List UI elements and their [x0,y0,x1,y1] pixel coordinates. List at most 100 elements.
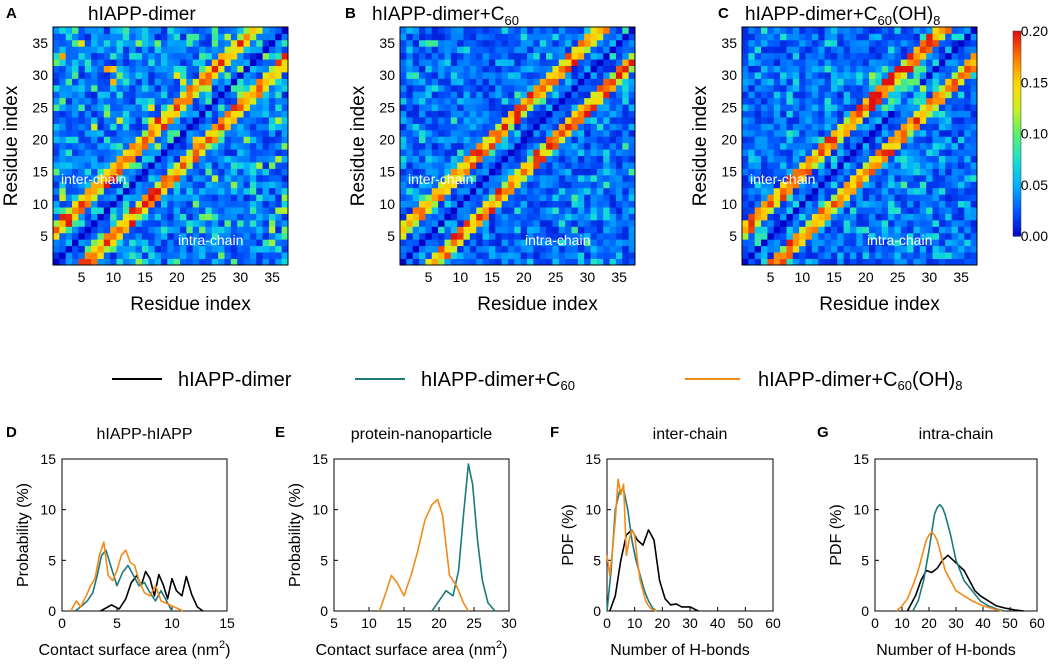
heatmap-cell [520,91,528,99]
heatmap-cell [894,168,902,176]
heatmap-cell [881,110,889,118]
heatmap-cell [945,232,952,240]
heatmap-cell [488,59,496,66]
heatmap-cell [110,142,117,150]
heatmap-cell [160,129,168,137]
heatmap-cell [811,27,819,34]
heatmap-cell [603,200,610,208]
heatmap-cell [450,258,458,266]
heatmap-cell [628,110,636,118]
heatmap-cell [546,78,553,86]
heatmap-cell [135,39,143,47]
heatmap-cell [425,200,433,208]
heatmap-cell [786,91,794,99]
heatmap-cell [748,200,756,208]
heatmap-cell [945,258,952,266]
heatmap-cell [425,129,433,137]
y-tick-label: 25 [721,99,737,115]
heatmap-cell [482,104,490,112]
heatmap-cell [862,123,870,131]
heatmap-cell [970,104,978,112]
heatmap-cell [558,149,566,157]
heatmap-cell [773,123,781,131]
heatmap-cell [457,232,464,240]
heatmap-cell [412,91,420,99]
heatmap-cell [622,52,630,60]
heatmap-cell [72,213,79,221]
heatmap-cell [913,72,921,79]
heatmap-cell [262,200,270,208]
heatmap-cell [830,162,838,169]
heatmap-cell [856,104,864,112]
heatmap-cell [951,27,959,34]
heatmap-cell [406,213,414,221]
heatmap-cell [761,110,768,118]
heatmap-cell [792,59,800,66]
heatmap-cell [84,245,92,253]
heatmap-cell [97,258,105,266]
heatmap-cell [761,155,768,163]
heatmap-cell [546,72,553,79]
heatmap-cell [742,245,749,253]
heatmap-cell [514,110,522,118]
heatmap-cell [419,162,426,169]
heatmap-cell [167,252,175,259]
heatmap-cell [495,226,503,234]
heatmap-cell [919,110,927,118]
heatmap-cell [748,194,756,202]
heatmap-cell [237,200,244,208]
heatmap-cell [406,78,414,86]
heatmap-cell [224,207,232,214]
heatmap-cell [862,245,870,253]
heatmap-cell [160,245,168,253]
heatmap-cell [926,129,933,137]
heatmap-cell [268,232,276,240]
heatmap-cell [495,123,503,131]
heatmap-cell [431,213,439,221]
heatmap-cell [180,78,187,86]
heatmap-cell [91,219,98,227]
heatmap-cell [476,252,483,259]
heatmap-cell [167,110,175,118]
heatmap-cell [482,200,490,208]
heatmap-cell [495,59,503,66]
heatmap-cell [192,226,200,234]
heatmap-cell [951,84,959,92]
heatmap-cell [869,65,876,73]
heatmap-cell [565,39,572,47]
heatmap-cell [141,136,149,144]
heatmap-cell [970,213,978,221]
heatmap-cell [469,59,477,66]
heatmap-cell [167,27,175,34]
heatmap-cell [786,245,794,253]
heatmap-cell [444,213,452,221]
heatmap-cell [97,226,105,234]
heatmap-cell [78,123,86,131]
x-tick-label: 10 [453,269,469,285]
heatmap-cell [224,194,232,202]
heatmap-cell [154,52,162,60]
heatmap-cell [742,129,749,137]
heatmap-cell [495,142,503,150]
heatmap-cell [742,207,749,214]
heatmap-cell [400,39,407,47]
heatmap-cell [230,59,238,66]
heatmap-cell [275,219,283,227]
heatmap-cell [281,213,289,221]
y-tick-label: 20 [379,132,395,148]
heatmap-cell [527,174,534,182]
heatmap-cell [577,207,585,214]
heatmap-cell [84,72,92,79]
heatmap-cell [65,258,73,266]
heatmap-cell [558,168,566,176]
heatmap-cell [900,33,908,41]
heatmap-cell [565,245,572,253]
heatmap-cell [843,33,851,41]
heatmap-cell [224,168,232,176]
heatmap-cell [964,117,972,124]
colorbar-segment [1013,125,1021,129]
x-tick-label: 30 [580,269,596,285]
heatmap-cell [818,46,825,54]
heatmap-cell [773,226,781,234]
heatmap-cell [780,252,787,259]
